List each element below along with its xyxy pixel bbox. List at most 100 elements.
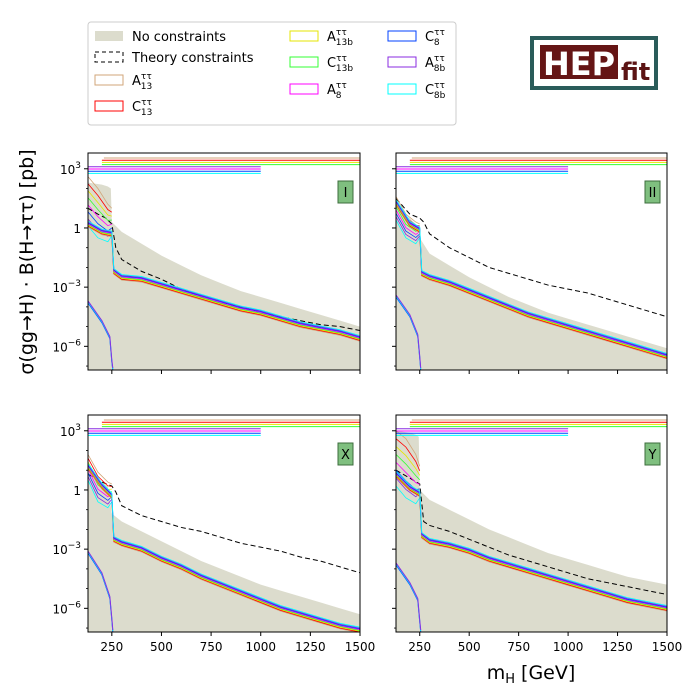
observed-spread-line bbox=[396, 485, 421, 505]
plot-frame bbox=[395, 414, 668, 633]
x-tick-label: 1500 bbox=[345, 640, 376, 654]
legend-swatch bbox=[387, 30, 417, 42]
y-tick-label: 1 bbox=[73, 484, 81, 498]
y-tick-label: 10−6 bbox=[52, 600, 81, 616]
legend-swatch bbox=[289, 30, 319, 42]
logo-sub: fit bbox=[621, 58, 650, 86]
legend-swatch bbox=[289, 56, 319, 68]
chart-panel-II: II bbox=[392, 152, 668, 374]
panel-tag-label: X bbox=[341, 448, 350, 463]
y-tick-label: 1 bbox=[73, 222, 81, 236]
plot-frame bbox=[395, 152, 668, 371]
no-constraints-area bbox=[396, 430, 667, 632]
panel-tag: X bbox=[337, 442, 354, 466]
observed-spread-line bbox=[88, 176, 113, 209]
legend-swatch bbox=[289, 83, 319, 95]
observed-spread-line bbox=[396, 209, 420, 235]
observed-low-line bbox=[88, 300, 114, 369]
legend-label: Cττ 13 bbox=[132, 98, 152, 118]
observed-spread-line bbox=[396, 213, 421, 239]
observed-main-line bbox=[396, 199, 667, 354]
y-tick-label: 10−3 bbox=[52, 541, 81, 557]
x-tick-label: 1000 bbox=[245, 640, 276, 654]
observed-main-line bbox=[88, 220, 360, 337]
legend-label: Cττ 8 bbox=[425, 28, 445, 48]
x-tick-label: 250 bbox=[408, 640, 431, 654]
legend-swatch bbox=[94, 74, 124, 86]
y-tick-label: 10−6 bbox=[52, 338, 81, 354]
legend-entry: Theory constraints bbox=[94, 51, 254, 66]
legend-entry: Aττ 13b bbox=[289, 28, 353, 48]
observed-spread-line bbox=[396, 219, 421, 245]
theory-contour bbox=[88, 473, 360, 574]
legend-swatch bbox=[387, 56, 417, 68]
panel-tag-label: II bbox=[649, 186, 657, 201]
y-axis-title: σ(gg→H) · B(H→ττ) [pb] bbox=[16, 149, 38, 374]
observed-spread-line bbox=[396, 196, 420, 225]
observed-low-line bbox=[396, 294, 422, 369]
legend-label: Theory constraints bbox=[131, 51, 254, 66]
logo-main: HEP bbox=[543, 45, 615, 83]
logo-block bbox=[540, 45, 618, 79]
x-tick-label: 750 bbox=[200, 640, 223, 654]
legend-entry: Aττ 8b bbox=[387, 54, 445, 74]
legend-swatch bbox=[387, 83, 417, 95]
observed-spread-line bbox=[88, 457, 112, 487]
legend-swatch bbox=[95, 31, 123, 41]
legend-swatch bbox=[94, 100, 124, 112]
legend-label: Aττ 13b bbox=[327, 28, 353, 48]
observed-spread-line bbox=[88, 190, 112, 217]
panel-tag: I bbox=[337, 180, 354, 204]
legend-label: Cττ 8b bbox=[425, 81, 446, 101]
observed-spread-line bbox=[88, 472, 113, 501]
legend-label: Aττ 8 bbox=[327, 81, 347, 101]
observed-spread-line bbox=[396, 454, 421, 481]
observed-low-line bbox=[396, 562, 422, 631]
legend-label: Cττ 13b bbox=[327, 54, 353, 74]
legend-entry: No constraints bbox=[95, 30, 226, 45]
observed-main-line bbox=[88, 463, 360, 628]
hepfit-logo: HEP fit bbox=[530, 36, 658, 90]
theory-contour bbox=[396, 469, 667, 596]
observed-spread-line bbox=[88, 211, 113, 232]
panel-tag: Y bbox=[644, 442, 661, 466]
panel-tag-label: I bbox=[344, 186, 348, 201]
legend-entry: Cττ 13 bbox=[94, 98, 152, 118]
observed-main-line bbox=[396, 471, 667, 607]
observed-spread-line bbox=[396, 430, 421, 467]
observed-spread-line bbox=[396, 216, 421, 242]
legend-entry: Cττ 8 bbox=[387, 28, 445, 48]
panel-tag-box bbox=[644, 442, 661, 466]
legend: No constraints Theory constraints Aττ 13 Cττ… bbox=[87, 21, 457, 126]
legend-label: No constraints bbox=[132, 30, 226, 45]
legend-entry: Cττ 13b bbox=[289, 54, 353, 74]
panel-tag-label: Y bbox=[648, 448, 657, 463]
x-tick-label: 1250 bbox=[295, 640, 326, 654]
x-tick-label: 1500 bbox=[652, 640, 683, 654]
plot-frame bbox=[87, 414, 361, 633]
observed-spread-line bbox=[88, 197, 112, 221]
observed-spread-line bbox=[88, 204, 112, 227]
legend-frame bbox=[87, 21, 457, 126]
x-tick-label: 750 bbox=[507, 640, 530, 654]
legend-entry: Cττ 8b bbox=[387, 81, 446, 101]
observed-low-line bbox=[88, 550, 114, 631]
y-tick-label: 103 bbox=[60, 161, 81, 177]
observed-spread-line bbox=[88, 476, 113, 505]
chart-panel-Y: 250 500 750 1000 1250 1500 Y bbox=[392, 414, 683, 654]
panel-tag: II bbox=[644, 180, 661, 204]
x-tick-label: 1000 bbox=[553, 640, 584, 654]
observed-spread-line bbox=[88, 454, 113, 485]
theory-contour bbox=[396, 198, 667, 318]
no-constraints-area bbox=[396, 208, 667, 370]
panel-tag-box bbox=[337, 180, 354, 204]
y-tick-label: 10−3 bbox=[52, 279, 81, 295]
y-tick-label: 103 bbox=[60, 423, 81, 439]
legend-entry: Aττ 13 bbox=[94, 72, 152, 92]
observed-spread-line bbox=[88, 225, 113, 243]
x-tick-label: 250 bbox=[100, 640, 123, 654]
x-axis-title: mH [GeV] bbox=[487, 662, 576, 687]
x-tick-label: 500 bbox=[458, 640, 481, 654]
